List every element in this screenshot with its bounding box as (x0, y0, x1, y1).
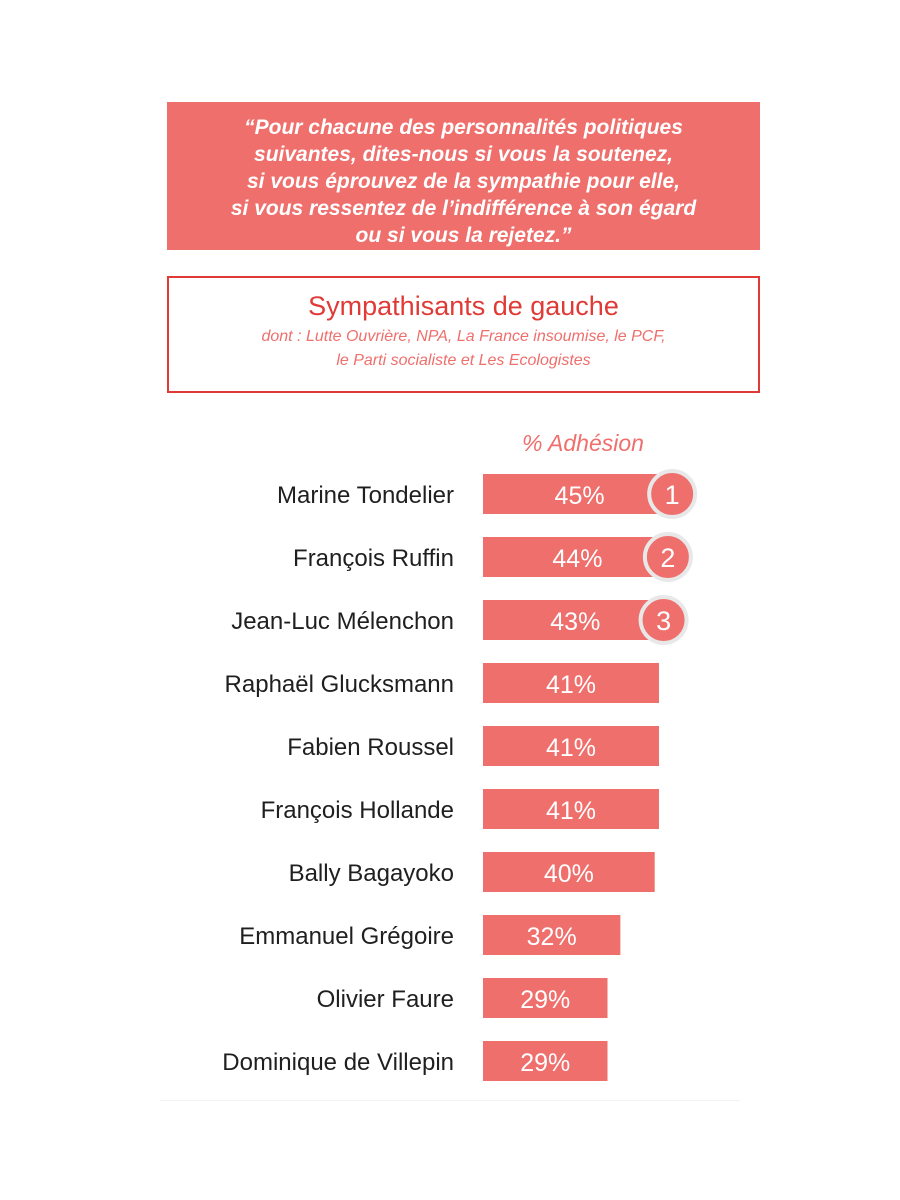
question-line: si vous éprouvez de la sympathie pour el… (247, 170, 680, 193)
group-subtitle: dont : Lutte Ouvrière, NPA, La France in… (169, 325, 758, 373)
bar (483, 726, 659, 766)
rank-badge (642, 532, 693, 582)
bar (483, 600, 668, 640)
bottom-divider (160, 1100, 740, 1101)
bar-value-label: 41% (546, 671, 596, 699)
bar-value-label: 44% (552, 545, 602, 573)
question-line: suivantes, dites-nous si vous la soutene… (254, 143, 673, 166)
question-line: ou si vous la rejetez.” (355, 224, 572, 247)
bar (483, 1041, 608, 1081)
bar (483, 789, 659, 829)
category-label: Emmanuel Grégoire (239, 923, 454, 950)
category-label: François Hollande (261, 797, 454, 824)
group-subtitle-line: dont : Lutte Ouvrière, NPA, La France in… (261, 328, 666, 345)
bar (483, 663, 659, 703)
category-label: Jean-Luc Mélenchon (231, 608, 454, 635)
group-subtitle-line: le Parti socialiste et Les Ecologistes (336, 352, 591, 369)
rank-badge (638, 595, 689, 645)
category-label: Raphaël Glucksmann (225, 671, 454, 698)
bar-value-label: 32% (527, 923, 577, 951)
group-title: Sympathisants de gauche (308, 291, 619, 321)
group-box: Sympathisants de gauche dont : Lutte Ouv… (167, 276, 760, 393)
bar (483, 474, 677, 514)
category-label: Fabien Roussel (287, 734, 454, 761)
bar (483, 852, 655, 892)
bar-value-label: 40% (544, 860, 594, 888)
rank-badge-label: 1 (665, 480, 680, 510)
bar-value-label: 29% (520, 1049, 570, 1077)
rank-badge (647, 469, 698, 519)
category-label: Dominique de Villepin (222, 1049, 454, 1076)
category-label: Bally Bagayoko (289, 860, 454, 887)
question-line: si vous ressentez de l’indifférence à so… (230, 197, 697, 220)
column-header: % Adhésion (522, 430, 644, 456)
bar (483, 537, 672, 577)
rank-badge-label: 3 (656, 606, 671, 636)
question-box: “Pour chacune des personnalités politiqu… (167, 102, 760, 250)
rank-badge-label: 2 (660, 543, 675, 573)
bar-value-label: 41% (546, 734, 596, 762)
bar (483, 915, 621, 955)
category-label: Olivier Faure (317, 986, 454, 1013)
category-label: François Ruffin (293, 545, 454, 572)
category-label: Marine Tondelier (277, 482, 454, 509)
bar (483, 978, 608, 1018)
bar-value-label: 43% (550, 608, 600, 636)
bar-value-label: 41% (546, 797, 596, 825)
question-line: “Pour chacune des personnalités politiqu… (244, 116, 683, 139)
bar-value-label: 45% (555, 482, 605, 510)
bar-value-label: 29% (520, 986, 570, 1014)
